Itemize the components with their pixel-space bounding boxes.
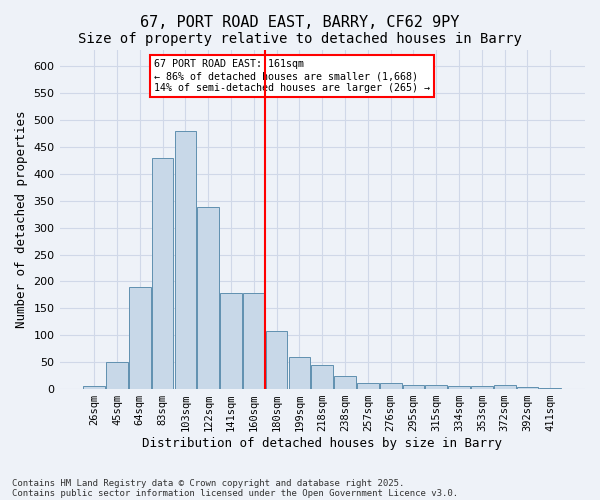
Bar: [83, 386, 105, 389]
Bar: [197, 207, 219, 389]
Bar: [539, 388, 561, 389]
Y-axis label: Number of detached properties: Number of detached properties: [15, 111, 28, 328]
Bar: [220, 294, 242, 389]
Text: 67, PORT ROAD EAST, BARRY, CF62 9PY: 67, PORT ROAD EAST, BARRY, CF62 9PY: [140, 15, 460, 30]
Bar: [357, 383, 379, 389]
Bar: [334, 376, 356, 389]
Text: 67 PORT ROAD EAST: 161sqm
← 86% of detached houses are smaller (1,668)
14% of se: 67 PORT ROAD EAST: 161sqm ← 86% of detac…: [154, 60, 430, 92]
Bar: [471, 386, 493, 389]
Bar: [266, 331, 287, 389]
Bar: [494, 386, 515, 389]
Bar: [243, 294, 265, 389]
Bar: [517, 388, 538, 389]
Bar: [403, 385, 424, 389]
Bar: [380, 383, 401, 389]
Text: Contains public sector information licensed under the Open Government Licence v3: Contains public sector information licen…: [12, 488, 458, 498]
Bar: [425, 385, 447, 389]
Bar: [448, 386, 470, 389]
Bar: [289, 357, 310, 389]
Bar: [311, 366, 333, 389]
Bar: [175, 130, 196, 389]
Text: Size of property relative to detached houses in Barry: Size of property relative to detached ho…: [78, 32, 522, 46]
Bar: [129, 287, 151, 389]
X-axis label: Distribution of detached houses by size in Barry: Distribution of detached houses by size …: [142, 437, 502, 450]
Text: Contains HM Land Registry data © Crown copyright and database right 2025.: Contains HM Land Registry data © Crown c…: [12, 478, 404, 488]
Bar: [106, 362, 128, 389]
Bar: [152, 158, 173, 389]
